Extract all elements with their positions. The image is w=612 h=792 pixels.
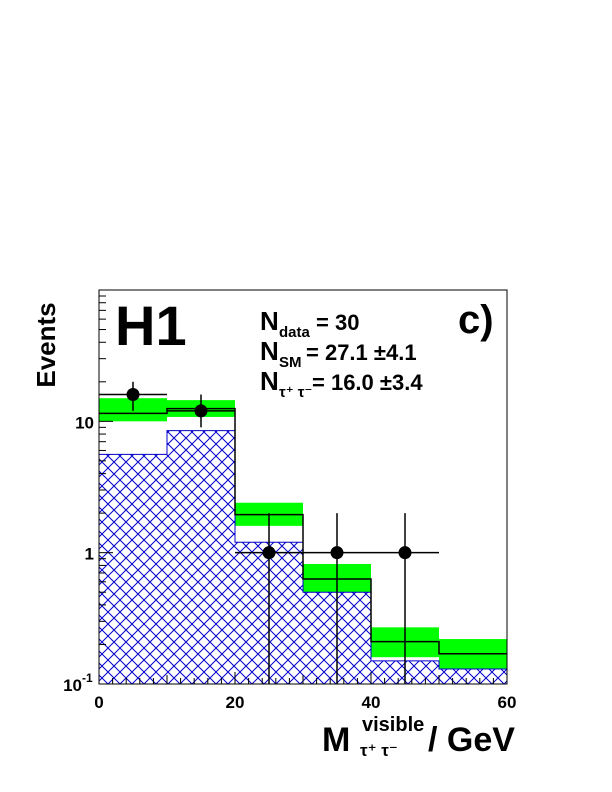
signal-hatched-bar-1 (167, 430, 235, 684)
data-point-3 (330, 546, 344, 560)
panel-label: H1 (115, 294, 187, 357)
annotation-n-2: N (260, 366, 279, 396)
sm-total-line (99, 407, 507, 655)
annotation-n-0: N (260, 306, 279, 336)
signal-hatched-bar-0 (99, 454, 167, 684)
data-point-2 (262, 546, 276, 560)
annotation-sub-0: data (279, 324, 311, 341)
x-tick-label-3: 60 (498, 693, 517, 712)
x-axis-label-superscript: visible (362, 714, 424, 736)
data-point-4 (398, 546, 412, 560)
signal-hatched-bar-5 (439, 669, 507, 684)
annotation-text-1: = 27.1 ±4.1 (306, 340, 417, 365)
x-tick-label-0: 0 (94, 693, 103, 712)
annotation-n-1: N (260, 336, 279, 366)
chart-labels: H1 c) Events M visible τ⁺ τ⁻ / GeV (31, 294, 515, 760)
x-tick-label-2: 40 (362, 693, 381, 712)
y-tick-label-1: 1 (85, 545, 94, 564)
sm-uncertainty-band-5 (439, 639, 507, 674)
data-point-0 (126, 388, 140, 402)
data-point-1 (194, 404, 208, 418)
x-tick-label-1: 20 (226, 693, 245, 712)
annotation-sub-1: SM (279, 354, 302, 371)
y-tick-label-2: 10 (75, 413, 94, 432)
annotation-sub-2: τ⁺ τ⁻ (279, 384, 312, 401)
x-axis-label-main: M (322, 721, 350, 759)
annotation-text-2: = 16.0 ±3.4 (312, 370, 423, 395)
x-axis-label-unit: / GeV (428, 721, 515, 759)
y-tick-label-0: 10 (63, 676, 82, 695)
x-axis-label-subscript: τ⁺ τ⁻ (360, 741, 398, 760)
y-axis-label: Events (31, 302, 61, 387)
panel-tag: c) (458, 298, 494, 342)
annotation-text-0: = 30 (316, 310, 359, 335)
y-tick-exponent-0: -1 (82, 671, 93, 685)
